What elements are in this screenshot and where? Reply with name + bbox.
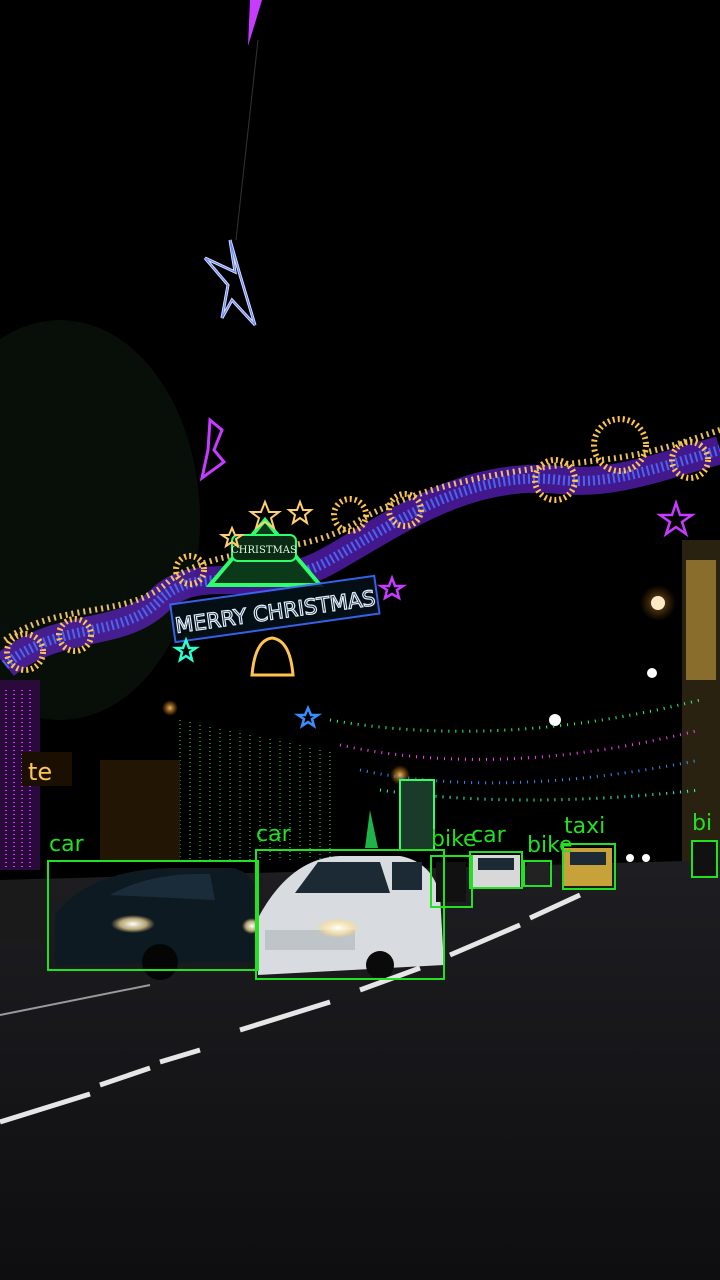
dark-car: [55, 868, 258, 980]
detection-label-bike-2: bike: [527, 833, 573, 858]
hanging-ornament-top: [248, 0, 262, 46]
far-vehicles: [436, 842, 717, 902]
bell-ornament: [250, 636, 295, 677]
detection-label-taxi: taxi: [564, 814, 606, 839]
detection-label-car-2: car: [256, 822, 291, 847]
detection-box-car-3: [469, 851, 523, 889]
detection-box-taxi: [562, 843, 616, 890]
golden-swirls: [4, 416, 711, 673]
detection-label-car-1: car: [49, 832, 84, 857]
detection-box-bike-1: [430, 855, 473, 908]
detection-label-bike-1: bike: [431, 827, 477, 852]
hanging-ornament: [199, 416, 227, 482]
lane-markings: [0, 892, 582, 1125]
detection-box-car-2: [255, 849, 445, 980]
white-car: [242, 856, 444, 979]
detection-label-edge: bi: [692, 813, 713, 835]
detection-box-edge: [691, 840, 718, 878]
arch-badge-text: CHRISTMAS: [231, 545, 297, 556]
decor-stars: [171, 499, 696, 729]
road: [0, 860, 720, 1280]
detection-label-car-3: car: [471, 823, 506, 848]
detection-box-bike-2: [523, 860, 552, 887]
detection-box-car-1: [47, 860, 259, 971]
shop-sign-text: te: [28, 758, 52, 786]
